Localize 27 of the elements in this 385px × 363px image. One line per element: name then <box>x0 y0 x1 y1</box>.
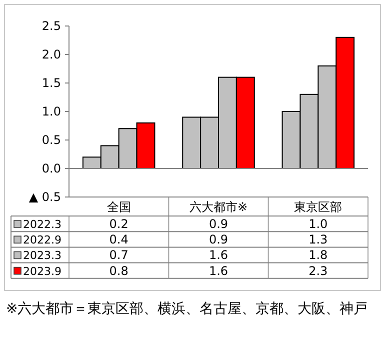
data-label: 2.3 <box>308 264 328 278</box>
data-label: 1.8 <box>308 248 328 262</box>
y-tick-label: 1.5 <box>42 76 61 90</box>
data-label: 1.6 <box>208 264 228 278</box>
legend-label: 2022.3 <box>23 218 62 231</box>
data-label: 0.9 <box>208 217 228 231</box>
data-label: 1.6 <box>208 248 228 262</box>
y-tick-label: 1.0 <box>42 104 61 118</box>
data-label: 1.0 <box>308 217 328 231</box>
data-label: 1.3 <box>308 232 328 247</box>
data-label: 0.2 <box>109 217 128 231</box>
legend-label: 2022.9 <box>23 234 62 247</box>
text: ※六大都市＝東京区部、横浜、名古屋、京都、大阪、神戸 <box>6 301 368 317</box>
x-tick-label: 六大都市※ <box>189 200 248 214</box>
x-tick-label: 東京区部 <box>294 200 342 214</box>
data-label: 0.9 <box>208 232 228 247</box>
y-tick-label: 2.5 <box>42 19 61 33</box>
y-tick-label: 0.0 <box>42 162 61 176</box>
y-tick-label: 2.0 <box>42 48 61 62</box>
legend-label: 2023.3 <box>23 249 62 262</box>
y-tick-label: ▲ 0.5 <box>28 190 61 204</box>
data-label: 0.8 <box>109 264 128 278</box>
legend-label: 2023.9 <box>23 264 62 278</box>
x-tick-label: 全国 <box>106 200 131 214</box>
data-label: 0.4 <box>109 232 128 247</box>
data-label: 0.7 <box>109 248 128 262</box>
y-tick-label: 0.5 <box>42 133 61 147</box>
